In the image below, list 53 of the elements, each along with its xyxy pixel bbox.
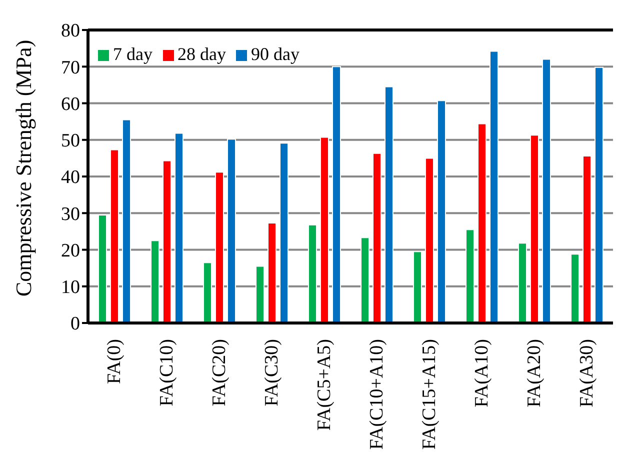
y-axis-title: Compressive Strength (MPa) [10, 40, 36, 296]
x-tick-label: FA(C15+A15) [418, 339, 440, 450]
bar [280, 142, 288, 323]
bar [227, 138, 236, 323]
x-tick-label: FA(C30) [261, 339, 282, 406]
x-tick-label: FA(A10) [471, 339, 492, 408]
legend-label: 7 day [113, 44, 152, 64]
bar [122, 119, 131, 323]
y-tick-label: 70 [61, 57, 80, 78]
bar [570, 254, 580, 323]
bar [308, 224, 317, 323]
y-tick-label: 40 [61, 167, 80, 188]
bar [372, 152, 382, 323]
bar [478, 123, 486, 323]
bar [594, 66, 604, 323]
x-tick-label: FA(A30) [576, 339, 598, 408]
bar [466, 229, 474, 323]
bar [413, 251, 422, 323]
y-tick-label: 0 [70, 314, 80, 335]
x-tick-label: FA(C10) [156, 339, 178, 406]
bar [425, 158, 434, 323]
bar [256, 266, 264, 323]
x-tick-label: FA(C20) [208, 339, 230, 406]
bar [360, 237, 370, 323]
y-tick-label: 80 [61, 20, 80, 42]
bar [384, 86, 394, 323]
bar [203, 262, 212, 323]
bar [530, 134, 539, 323]
bar [174, 132, 184, 323]
bar [215, 172, 224, 323]
bar [162, 160, 172, 323]
legend-label: 28 day [178, 44, 226, 64]
bar [110, 149, 119, 323]
bar [150, 240, 160, 323]
bar [98, 214, 107, 323]
y-tick-label: 30 [61, 204, 80, 225]
bar [582, 155, 592, 323]
bar [332, 66, 341, 323]
bar [437, 100, 446, 323]
y-tick-label: 20 [61, 240, 80, 262]
bar [268, 222, 276, 323]
bar [518, 242, 527, 323]
legend-label: 90 day [251, 44, 300, 64]
y-tick-label: 50 [61, 130, 80, 152]
y-tick-label: 60 [61, 94, 80, 115]
x-tick-label: FA(C10+A10) [366, 339, 388, 450]
x-tick-label: FA(A20) [524, 339, 545, 408]
x-tick-label: FA(0) [104, 339, 125, 384]
y-tick-label: 10 [61, 277, 80, 298]
x-tick-label: FA(C5+A5) [314, 339, 335, 431]
bar [320, 136, 329, 323]
bar [490, 50, 498, 323]
bar [542, 58, 551, 323]
